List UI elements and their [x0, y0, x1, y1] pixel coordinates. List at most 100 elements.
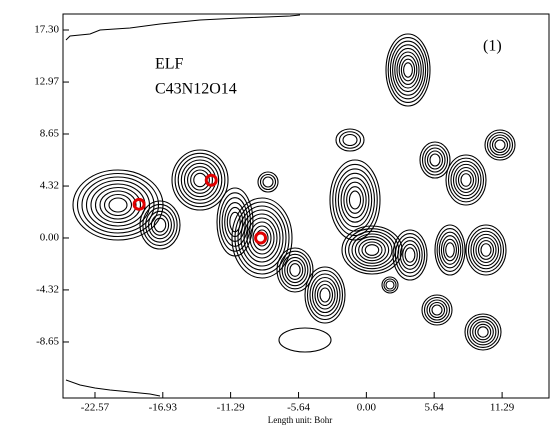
y-tick-label: 0.00 — [40, 232, 60, 244]
contour-line — [346, 186, 364, 214]
contour-line — [338, 131, 362, 149]
y-tick-label: -8.65 — [36, 336, 59, 348]
contour-line — [314, 280, 336, 310]
contour-line — [472, 233, 500, 267]
contour-line — [383, 278, 397, 292]
contour-line — [145, 207, 175, 243]
x-tick-label: -5.64 — [287, 402, 310, 414]
x-tick-label: -16.93 — [149, 402, 178, 414]
y-tick-label: 4.32 — [40, 180, 59, 192]
contour-line — [243, 213, 281, 263]
contour-line — [231, 197, 293, 279]
contour-line — [398, 55, 418, 85]
contour-line — [289, 263, 301, 277]
contour-line — [262, 176, 274, 188]
contour-line — [337, 172, 373, 228]
contour-line — [335, 128, 365, 152]
contour-line — [343, 181, 367, 219]
contour-line — [342, 133, 358, 147]
contour-line — [402, 243, 418, 267]
contour-line — [190, 169, 210, 191]
x-tick-label: 5.64 — [425, 402, 445, 414]
contour-line — [438, 231, 462, 269]
contour-line — [394, 233, 426, 277]
contour-line — [475, 236, 497, 264]
contour-line — [316, 283, 334, 307]
contour-line — [306, 269, 344, 321]
contour-line — [284, 256, 306, 284]
contour-line — [309, 273, 341, 317]
contour-line — [385, 33, 431, 107]
contour-line — [219, 192, 251, 252]
contour-line — [460, 173, 472, 187]
contour-line — [477, 240, 495, 260]
contour-line — [329, 159, 381, 241]
contour-line — [361, 241, 383, 259]
contour-line — [354, 236, 390, 264]
contour-line — [440, 235, 460, 265]
contour-line — [426, 150, 444, 170]
y-tick-label: -4.32 — [36, 283, 59, 295]
contour-line — [246, 217, 278, 259]
x-tick-label: 0.00 — [357, 402, 377, 414]
x-tick-label: 11.29 — [490, 402, 515, 414]
contour-line — [419, 141, 451, 179]
contour-line — [319, 287, 331, 303]
contour-line — [480, 243, 492, 257]
contour-line — [150, 214, 170, 236]
contour-line — [464, 313, 502, 351]
edge-contour — [65, 379, 161, 397]
contour-line — [467, 316, 499, 348]
contour-line — [431, 304, 443, 316]
edge-contour — [65, 14, 301, 41]
contour-line — [381, 276, 399, 294]
contour-line — [484, 129, 516, 161]
contour-line — [489, 134, 511, 156]
contour-line — [457, 170, 475, 190]
contour-line — [81, 176, 155, 234]
contour-line — [397, 236, 423, 274]
contour-line — [392, 229, 428, 281]
contour-line — [434, 224, 466, 276]
contour-field — [72, 33, 516, 353]
contour-line — [396, 51, 420, 89]
y-tick-label: 8.65 — [40, 128, 60, 140]
contour-line — [187, 166, 213, 194]
contour-line — [234, 201, 290, 275]
contour-line — [340, 177, 370, 223]
contour-line — [237, 205, 287, 271]
contour-line — [429, 153, 441, 167]
contour-line — [103, 193, 133, 217]
critical-point — [254, 231, 268, 245]
contour-line — [385, 280, 395, 290]
contour-line — [421, 144, 449, 176]
contour-line — [153, 217, 167, 233]
contour-line — [477, 326, 489, 338]
contour-line — [278, 327, 332, 353]
contour-line — [341, 225, 403, 275]
contour-line — [467, 227, 505, 273]
contour-line — [426, 299, 448, 321]
contour-line — [351, 233, 393, 267]
critical-point — [132, 197, 146, 211]
contour-line — [276, 247, 314, 293]
contour-line — [348, 190, 362, 210]
contour-line — [358, 238, 386, 262]
contour-line — [424, 147, 446, 173]
contour-line — [387, 37, 429, 103]
contour-line — [445, 242, 455, 258]
contour-line — [474, 323, 492, 341]
contour-line — [394, 47, 422, 93]
contour-line — [180, 159, 220, 201]
contour-line — [139, 200, 181, 250]
contour-line — [470, 230, 502, 270]
contour-line — [452, 163, 480, 197]
contour-line — [259, 173, 277, 191]
annotation: C43N12O14 — [155, 81, 237, 98]
contour-line — [494, 139, 506, 151]
y-tick-label: 12.97 — [34, 76, 59, 88]
contour-line — [428, 301, 446, 319]
contour-line — [108, 197, 128, 213]
critical-point — [204, 173, 218, 187]
contour-line — [279, 250, 311, 290]
